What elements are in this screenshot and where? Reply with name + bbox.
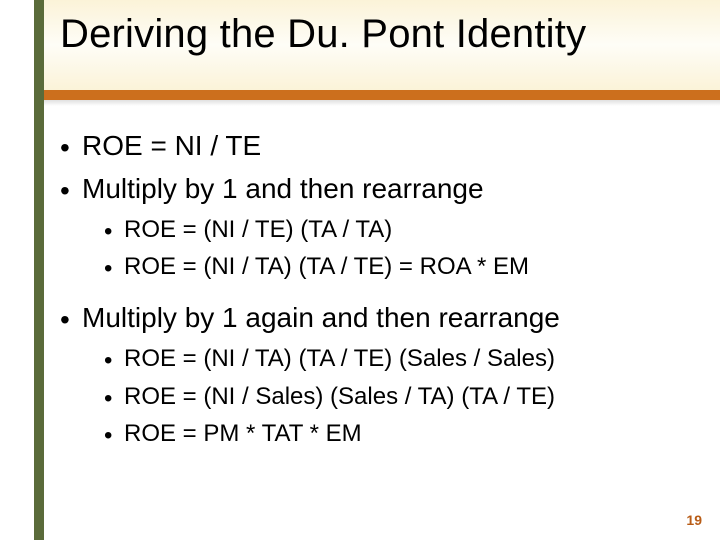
- bullet-text: ROE = (NI / TE) (TA / TA): [124, 214, 392, 245]
- bullet-level2: • ROE = (NI / TA) (TA / TE) (Sales / Sal…: [104, 343, 690, 376]
- bullet-level2: • ROE = (NI / TA) (TA / TE) = ROA * EM: [104, 251, 690, 284]
- bullet-level1: • Multiply by 1 again and then rearrange: [60, 300, 690, 337]
- page-number: 19: [686, 512, 702, 528]
- bullet-level2: • ROE = (NI / TE) (TA / TA): [104, 214, 690, 247]
- left-accent-stripe: [34, 0, 44, 540]
- slide-title: Deriving the Du. Pont Identity: [60, 12, 700, 57]
- bullet-text: ROE = (NI / Sales) (Sales / TA) (TA / TE…: [124, 381, 555, 412]
- bullet-dot-icon: •: [60, 128, 82, 165]
- bullet-dot-icon: •: [104, 343, 124, 376]
- title-underline: [44, 90, 720, 100]
- slide-body: • ROE = NI / TE • Multiply by 1 and then…: [60, 128, 690, 455]
- bullet-dot-icon: •: [104, 251, 124, 284]
- spacer: [60, 288, 690, 300]
- bullet-text: ROE = (NI / TA) (TA / TE) = ROA * EM: [124, 251, 529, 282]
- title-underline-shadow: [44, 100, 720, 106]
- bullet-text: ROE = NI / TE: [82, 128, 261, 163]
- bullet-dot-icon: •: [104, 381, 124, 414]
- bullet-dot-icon: •: [104, 214, 124, 247]
- bullet-level2: • ROE = PM * TAT * EM: [104, 418, 690, 451]
- bullet-level1: • Multiply by 1 and then rearrange: [60, 171, 690, 208]
- bullet-dot-icon: •: [60, 300, 82, 337]
- slide: Deriving the Du. Pont Identity • ROE = N…: [0, 0, 720, 540]
- bullet-text: Multiply by 1 and then rearrange: [82, 171, 484, 206]
- bullet-text: ROE = PM * TAT * EM: [124, 418, 362, 449]
- bullet-dot-icon: •: [104, 418, 124, 451]
- bullet-text: ROE = (NI / TA) (TA / TE) (Sales / Sales…: [124, 343, 555, 374]
- bullet-level1: • ROE = NI / TE: [60, 128, 690, 165]
- bullet-level2: • ROE = (NI / Sales) (Sales / TA) (TA / …: [104, 381, 690, 414]
- bullet-dot-icon: •: [60, 171, 82, 208]
- bullet-text: Multiply by 1 again and then rearrange: [82, 300, 560, 335]
